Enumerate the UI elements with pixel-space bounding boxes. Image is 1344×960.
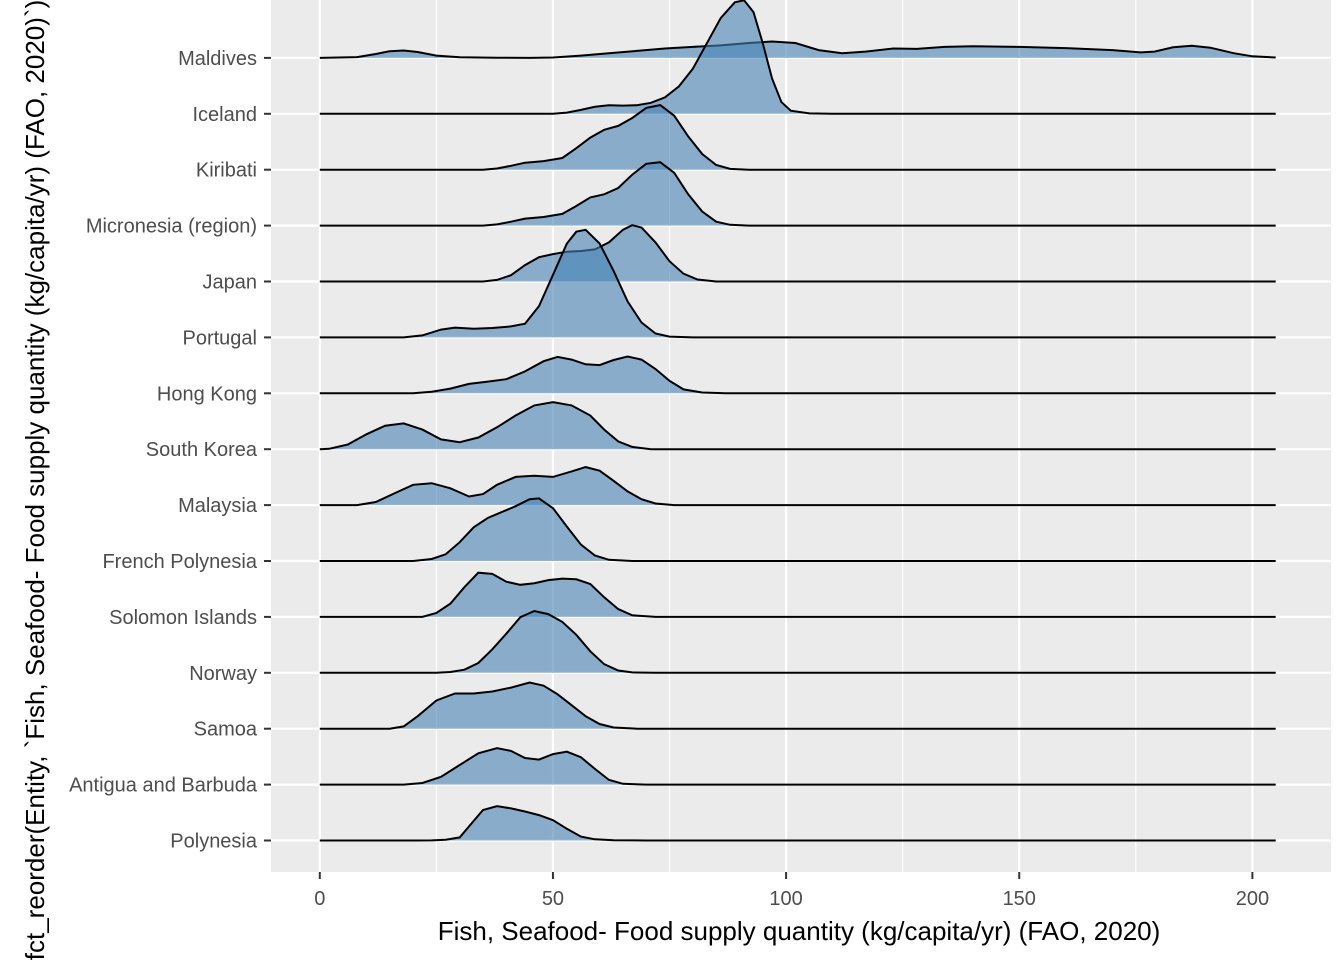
- x-tick-label-150: 150: [1003, 888, 1036, 910]
- y-tick-label-maldives: Maldives: [178, 48, 257, 70]
- y-tick-label-malaysia: Malaysia: [178, 495, 258, 517]
- ridge-fill-maldives: [319, 41, 1276, 58]
- ridge-line-maldives: [319, 40, 1276, 59]
- ridge-fill-polynesia: [319, 806, 1276, 841]
- x-axis-title: Fish, Seafood- Food supply quantity (kg/…: [438, 916, 1161, 946]
- y-axis-ticks: Polynesia Antigua and Barbuda Samoa Norway S…: [69, 48, 271, 853]
- y-tick-label-iceland: Iceland: [193, 104, 258, 126]
- y-tick-label-samoa: Samoa: [194, 719, 258, 741]
- ridge-line-iceland: [319, 0, 1276, 115]
- ridge-line-polynesia: [319, 805, 1276, 842]
- ridge-fill-portugal: [319, 229, 1276, 338]
- ridge-line-antigua-and-barbuda: [319, 747, 1276, 786]
- ridge-line-kiribati: [319, 104, 1276, 171]
- x-tick-label-50: 50: [542, 888, 564, 910]
- ridge-line-solomon-islands: [319, 571, 1276, 618]
- y-tick-label-solomon-islands: Solomon Islands: [109, 607, 257, 629]
- x-tick-label-0: 0: [314, 888, 325, 910]
- y-tick-label-norway: Norway: [189, 663, 257, 685]
- y-tick-label-hong-kong: Hong Kong: [157, 383, 257, 405]
- x-axis-ticks: 0 50 100 150 200: [314, 872, 1269, 910]
- x-tick-label-200: 200: [1236, 888, 1269, 910]
- y-tick-label-japan: Japan: [203, 272, 258, 294]
- y-tick-label-micronesia-region: Micronesia (region): [86, 216, 257, 238]
- ridge-fill-malaysia: [319, 467, 1276, 506]
- ridge-line-portugal: [319, 228, 1276, 339]
- y-tick-label-antigua-and-barbuda: Antigua and Barbuda: [69, 775, 258, 797]
- ridge-fill-french-polynesia: [319, 498, 1276, 561]
- y-tick-label-portugal: Portugal: [183, 327, 258, 349]
- y-axis-title: fct_reorder(Entity, `Fish, Seafood- Food…: [20, 0, 50, 960]
- y-tick-label-polynesia: Polynesia: [170, 831, 258, 853]
- ridge-line-micronesia-region: [319, 161, 1276, 227]
- ridge-fill-samoa: [319, 682, 1276, 729]
- ridge-fill-solomon-islands: [319, 572, 1276, 617]
- ridge-fill-antigua-and-barbuda: [319, 748, 1276, 785]
- ridge-line-malaysia: [319, 466, 1276, 507]
- ridge-fill-hong-kong: [319, 356, 1276, 394]
- ridge-line-south-korea: [319, 401, 1276, 451]
- ridge-line-norway: [319, 609, 1276, 674]
- x-tick-label-100: 100: [769, 888, 802, 910]
- y-tick-label-south-korea: South Korea: [146, 439, 258, 461]
- ridge-fill-south-korea: [319, 402, 1276, 450]
- ridge-line-hong-kong: [319, 355, 1276, 395]
- ridge-fill-norway: [319, 611, 1276, 673]
- y-tick-label-kiribati: Kiribati: [196, 160, 257, 182]
- ridge-line-french-polynesia: [319, 497, 1276, 562]
- y-tick-label-french-polynesia: French Polynesia: [102, 551, 257, 573]
- density-ridges: [319, 0, 1276, 842]
- ridge-line-samoa: [319, 681, 1276, 730]
